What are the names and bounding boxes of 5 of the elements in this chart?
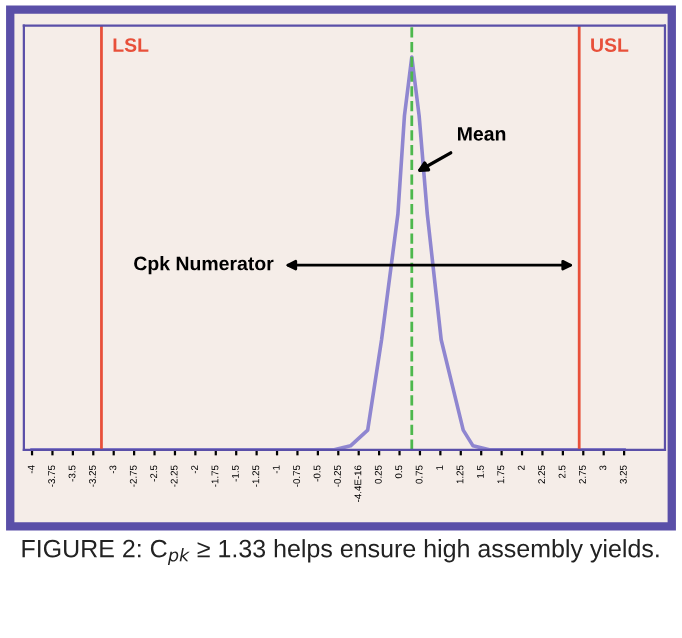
annotation: Cpk Numerator <box>134 256 274 275</box>
ref-line-label: LSL <box>113 38 149 52</box>
caption: FIGURE 2: C$_{pk}$ ≥ 1.33 helps ensure high assembly yields. <box>22 539 659 565</box>
annotation: Mean <box>458 127 506 141</box>
ref-line-label: USL <box>591 38 629 52</box>
